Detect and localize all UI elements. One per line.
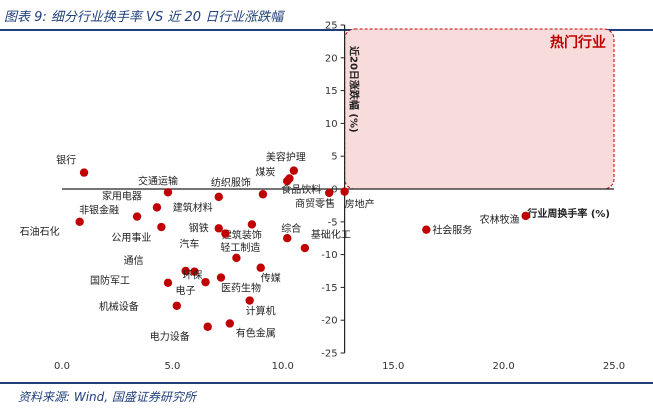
data-point bbox=[422, 225, 431, 234]
data-point bbox=[190, 267, 199, 276]
data-point bbox=[232, 253, 241, 263]
x-axis-title: 行业周换手率 (%) bbox=[526, 207, 610, 220]
point-label: 非银金融 bbox=[79, 204, 119, 217]
x-tick-label: 25.0 bbox=[603, 361, 625, 372]
data-point bbox=[247, 220, 257, 229]
point-label: 基础化工 bbox=[311, 228, 351, 241]
data-point bbox=[203, 322, 212, 331]
x-tick-label: 0.0 bbox=[54, 361, 70, 372]
point-label: 房地产 bbox=[345, 198, 375, 211]
point-label: 环保 bbox=[182, 269, 202, 282]
data-point bbox=[163, 278, 173, 288]
point-label: 美容护理 bbox=[266, 151, 306, 164]
y-tick-label: 25 bbox=[325, 21, 338, 32]
point-label: 农林牧渔 bbox=[480, 213, 520, 226]
data-point bbox=[181, 266, 190, 276]
y-axis-title: 近20日涨跌幅 (%) bbox=[348, 46, 361, 133]
point-label: 国防军工 bbox=[90, 274, 130, 287]
point-label: 石油石化 bbox=[20, 225, 60, 238]
data-point bbox=[521, 211, 530, 221]
data-point bbox=[258, 190, 268, 199]
point-label: 银行 bbox=[56, 154, 76, 167]
point-label: 商贸零售 bbox=[295, 197, 335, 210]
y-tick-label: -25 bbox=[321, 349, 337, 360]
data-point bbox=[132, 212, 142, 221]
point-label: 综合 bbox=[281, 222, 301, 235]
point-label: 煤炭 bbox=[255, 166, 275, 179]
data-point bbox=[289, 166, 299, 175]
data-point bbox=[340, 187, 349, 196]
x-tick-label: 10.0 bbox=[272, 361, 294, 372]
data-point bbox=[163, 188, 173, 197]
point-label: 通信 bbox=[124, 255, 144, 267]
point-label: 有色金属 bbox=[236, 326, 276, 339]
data-point bbox=[201, 277, 210, 287]
source-note: 资料来源: Wind, 国盛证券研究所 bbox=[18, 390, 196, 404]
point-label: 家用电器 bbox=[102, 189, 142, 202]
y-tick-label: -15 bbox=[321, 283, 337, 294]
x-tick-label: 5.0 bbox=[164, 361, 180, 372]
hot-industry-region bbox=[344, 28, 615, 190]
y-tick-label: -10 bbox=[321, 250, 337, 261]
data-point bbox=[256, 263, 265, 272]
data-point bbox=[214, 224, 223, 233]
y-tick-label: 15 bbox=[325, 86, 338, 97]
data-point bbox=[75, 217, 84, 226]
point-label: 传媒 bbox=[261, 273, 281, 285]
point-label: 电子 bbox=[176, 284, 196, 297]
data-point bbox=[283, 234, 292, 243]
data-point bbox=[152, 203, 162, 212]
point-label: 轻工制造 bbox=[220, 241, 260, 254]
point-label: 公用事业 bbox=[111, 231, 151, 244]
y-tick-label: -20 bbox=[321, 316, 337, 327]
data-point bbox=[157, 222, 166, 232]
point-label: 医药生物 bbox=[221, 282, 261, 295]
x-tick-label: 20.0 bbox=[492, 361, 514, 372]
chart-title: 图表 9: 细分行业换手率 VS 近 20 日行业涨跌幅 bbox=[4, 10, 284, 25]
y-tick-label: 20 bbox=[325, 53, 338, 64]
x-tick-label: 15.0 bbox=[382, 361, 404, 372]
y-tick-label: 0 bbox=[331, 185, 337, 196]
data-point bbox=[283, 176, 292, 186]
y-tick-label: 5 bbox=[331, 152, 337, 163]
data-point bbox=[225, 319, 235, 328]
data-point bbox=[216, 273, 226, 282]
title-rule bbox=[0, 29, 653, 31]
point-label: 社会服务 bbox=[432, 224, 472, 237]
y-tick-label: -5 bbox=[328, 217, 338, 228]
point-label: 计算机 bbox=[246, 305, 276, 318]
y-tick-label: 10 bbox=[325, 119, 338, 130]
data-point bbox=[300, 243, 310, 253]
data-point bbox=[221, 229, 230, 238]
point-label: 汽车 bbox=[179, 238, 199, 251]
point-label: 纺织服饰 bbox=[211, 176, 251, 189]
data-point bbox=[172, 301, 182, 310]
point-label: 机械设备 bbox=[99, 300, 139, 313]
data-point bbox=[79, 168, 89, 177]
point-label: 建筑材料 bbox=[173, 201, 213, 214]
data-point bbox=[324, 188, 334, 198]
point-label: 电力设备 bbox=[150, 330, 190, 343]
data-point bbox=[245, 296, 254, 305]
footer-rule bbox=[0, 382, 653, 384]
point-label: 食品饮料 bbox=[281, 183, 321, 196]
data-point bbox=[214, 192, 223, 202]
hot-industry-label: 热门行业 bbox=[550, 34, 606, 51]
point-label: 钢铁 bbox=[189, 221, 209, 234]
point-label: 交通运输 bbox=[138, 174, 178, 187]
point-label: 建筑装饰 bbox=[222, 228, 262, 241]
